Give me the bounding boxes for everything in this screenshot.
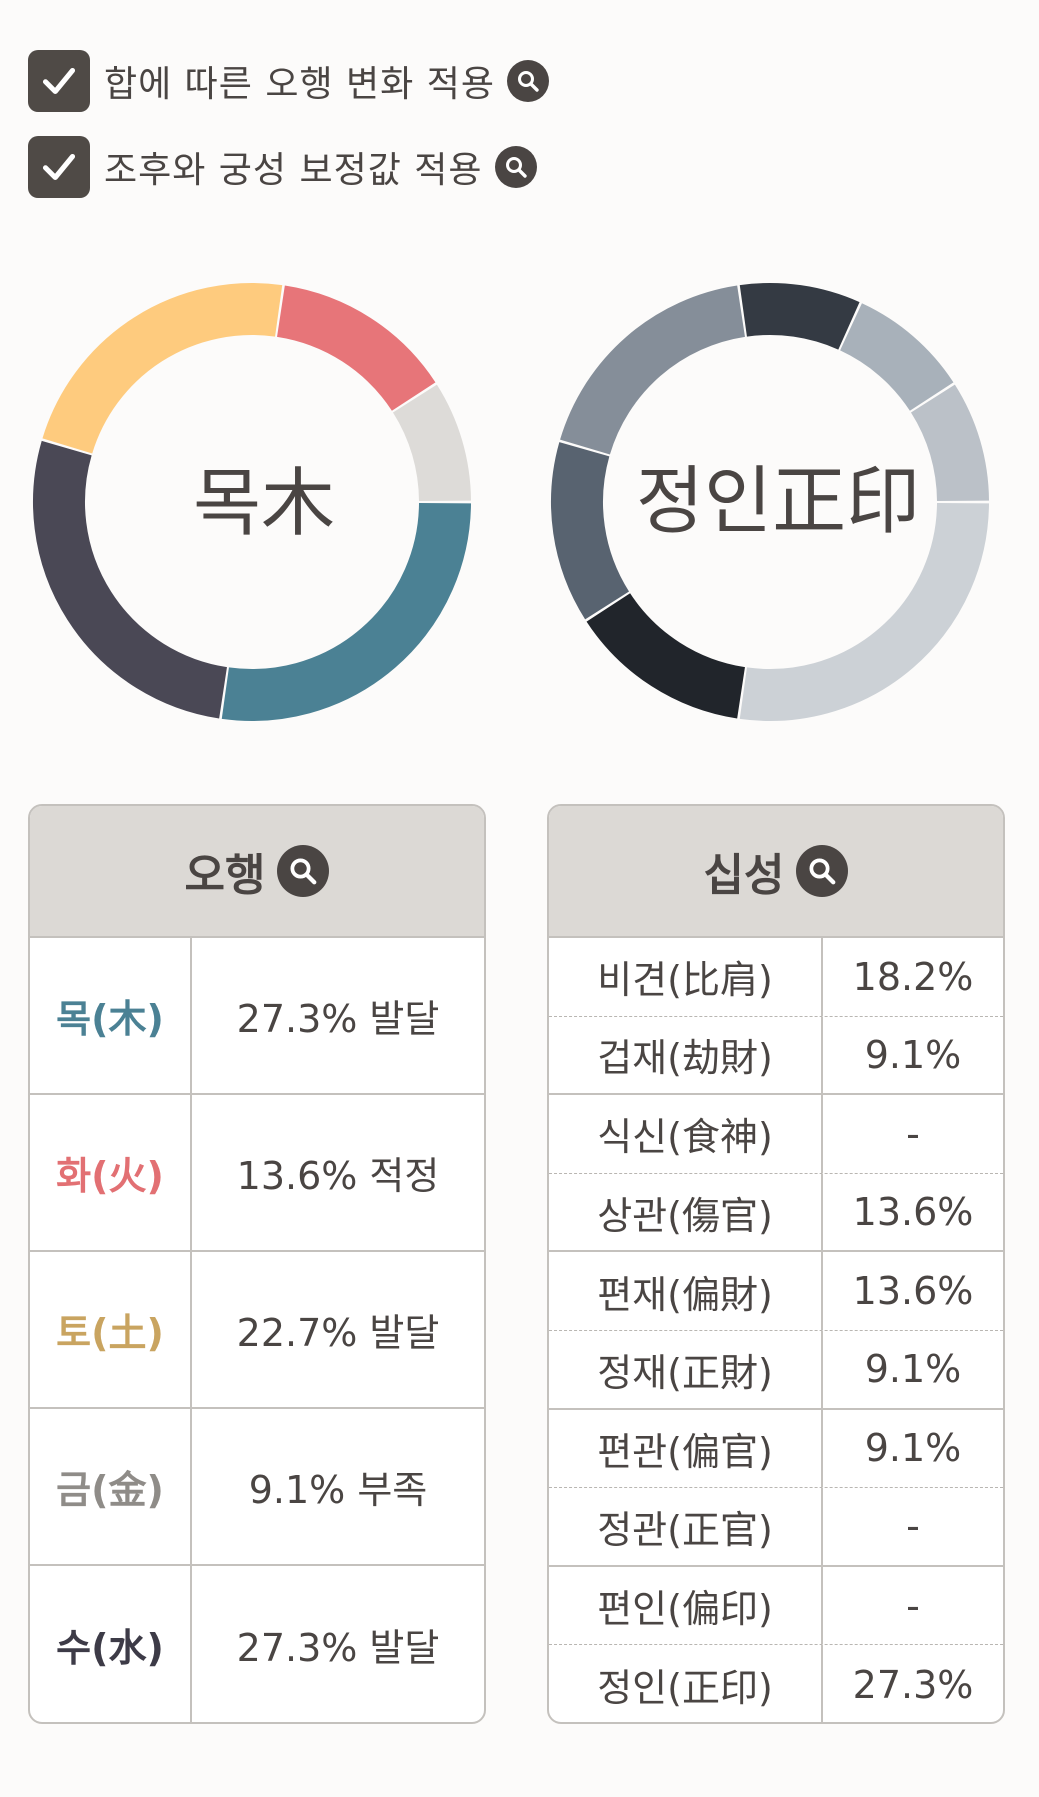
johu-gungsung-checkbox[interactable]: [28, 136, 90, 198]
ohang-element-label: 토(土): [30, 1252, 192, 1407]
sipsung-value: 27.3%: [852, 1662, 974, 1707]
ohang-donut-center-label: 목木: [193, 461, 335, 547]
ohang-element-value: 22.7% 발달: [236, 1311, 440, 1355]
sipsung-row: 편관(偏官) 9.1%: [549, 1409, 1003, 1489]
ohang-element-value: 13.6% 적정: [236, 1154, 440, 1198]
sipsung-name: 비견(比肩): [549, 938, 823, 1016]
ohang-element-label: 수(水): [30, 1566, 192, 1722]
sipsung-donut-chart: 정인正印: [551, 283, 989, 721]
search-icon[interactable]: [277, 845, 330, 897]
sipsung-value: 13.6%: [852, 1190, 974, 1235]
sipsung-row: 정재(正財) 9.1%: [549, 1330, 1003, 1410]
ohang-element-value: 27.3% 발달: [236, 997, 440, 1041]
johu-gungsung-label: 조후와 궁성 보정값 적용: [104, 150, 483, 191]
option-johu-gungsung: 조후와 궁성 보정값 적용: [28, 134, 537, 200]
ohang-donut-chart: 목木: [33, 283, 471, 721]
ohang-element-value: 27.3% 발달: [236, 1626, 440, 1670]
sipsung-table-header: 십성: [549, 806, 1003, 938]
sipsung-row: 편재(偏財) 13.6%: [549, 1252, 1003, 1331]
donut-segment-토: [42, 283, 283, 454]
ohang-element-value: 9.1% 부족: [248, 1468, 428, 1512]
donut-segment-목: [221, 502, 471, 721]
sipsung-value: 9.1%: [864, 1032, 962, 1077]
sipsung-row: 정인(正印) 27.3%: [549, 1645, 1003, 1722]
ohang-table-header: 오행: [30, 806, 484, 938]
sipsung-name: 편재(偏財): [549, 1252, 823, 1330]
sipsung-name: 정관(正官): [549, 1488, 823, 1565]
sipsung-name: 정인(正印): [549, 1645, 823, 1722]
sipsung-name: 편관(偏官): [549, 1409, 823, 1488]
ohang-row: 목(木) 27.3% 발달: [30, 938, 484, 1095]
search-icon[interactable]: [796, 845, 849, 897]
sipsung-row: 비견(比肩) 18.2%: [549, 938, 1003, 1017]
ohang-element-label: 화(火): [30, 1095, 192, 1250]
sipsung-table-title: 십성: [703, 850, 785, 901]
sipsung-name: 겁재(劫財): [549, 1016, 823, 1094]
donut-segment-겁재: [839, 303, 954, 412]
sipsung-row: 상관(傷官) 13.6%: [549, 1173, 1003, 1253]
donut-segment-화: [276, 285, 436, 412]
check-icon: [42, 153, 76, 181]
search-icon[interactable]: [506, 60, 549, 102]
ohang-row: 수(水) 27.3% 발달: [30, 1566, 484, 1722]
sipsung-name: 정재(正財): [549, 1330, 823, 1408]
sipsung-name: 편인(偏印): [549, 1566, 823, 1645]
sipsung-value: 13.6%: [852, 1269, 974, 1314]
check-icon: [42, 67, 76, 95]
sipsung-value: -: [906, 1583, 920, 1628]
sipsung-table: 십성 비견(比肩) 18.2% 겁재(劫財) 9.1% 식신(食神) - 상관(傷官) 13.…: [547, 804, 1005, 1724]
sipsung-value: 9.1%: [864, 1426, 962, 1471]
option-hap-ohang: 합에 따른 오행 변화 적용: [28, 48, 549, 114]
hap-ohang-label: 합에 따른 오행 변화 적용: [104, 64, 495, 105]
donut-segment-편재: [586, 592, 746, 719]
donut-segment-정인: [739, 502, 989, 721]
ohang-row: 토(土) 22.7% 발달: [30, 1252, 484, 1409]
ohang-row: 금(金) 9.1% 부족: [30, 1409, 484, 1566]
ohang-element-label: 금(金): [30, 1409, 192, 1564]
donut-segment-비견: [560, 285, 746, 455]
donut-segment-상관: [551, 442, 630, 620]
sipsung-value: 18.2%: [852, 954, 974, 999]
donut-segment-편관: [739, 283, 860, 350]
donut-segment-금: [392, 384, 471, 502]
sipsung-row: 겁재(劫財) 9.1%: [549, 1016, 1003, 1096]
donut-segment-정재: [910, 384, 989, 502]
sipsung-row: 편인(偏印) -: [549, 1566, 1003, 1646]
ohang-row: 화(火) 13.6% 적정: [30, 1095, 484, 1252]
donut-segment-수: [33, 440, 228, 719]
search-icon[interactable]: [494, 146, 537, 188]
sipsung-name: 상관(傷官): [549, 1173, 823, 1251]
sipsung-donut-center-label: 정인正印: [636, 459, 920, 545]
hap-ohang-checkbox[interactable]: [28, 50, 90, 112]
sipsung-value: -: [906, 1111, 920, 1156]
ohang-table: 오행 목(木) 27.3% 발달 화(火) 13.6% 적정 토(土) 22.7% 발달 금…: [28, 804, 486, 1724]
sipsung-row: 정관(正官) -: [549, 1488, 1003, 1567]
sipsung-row: 식신(食神) -: [549, 1095, 1003, 1174]
sipsung-value: 9.1%: [864, 1347, 962, 1392]
ohang-element-label: 목(木): [30, 938, 192, 1093]
sipsung-value: -: [906, 1504, 920, 1549]
sipsung-name: 식신(食神): [549, 1095, 823, 1173]
ohang-table-title: 오행: [184, 850, 266, 901]
